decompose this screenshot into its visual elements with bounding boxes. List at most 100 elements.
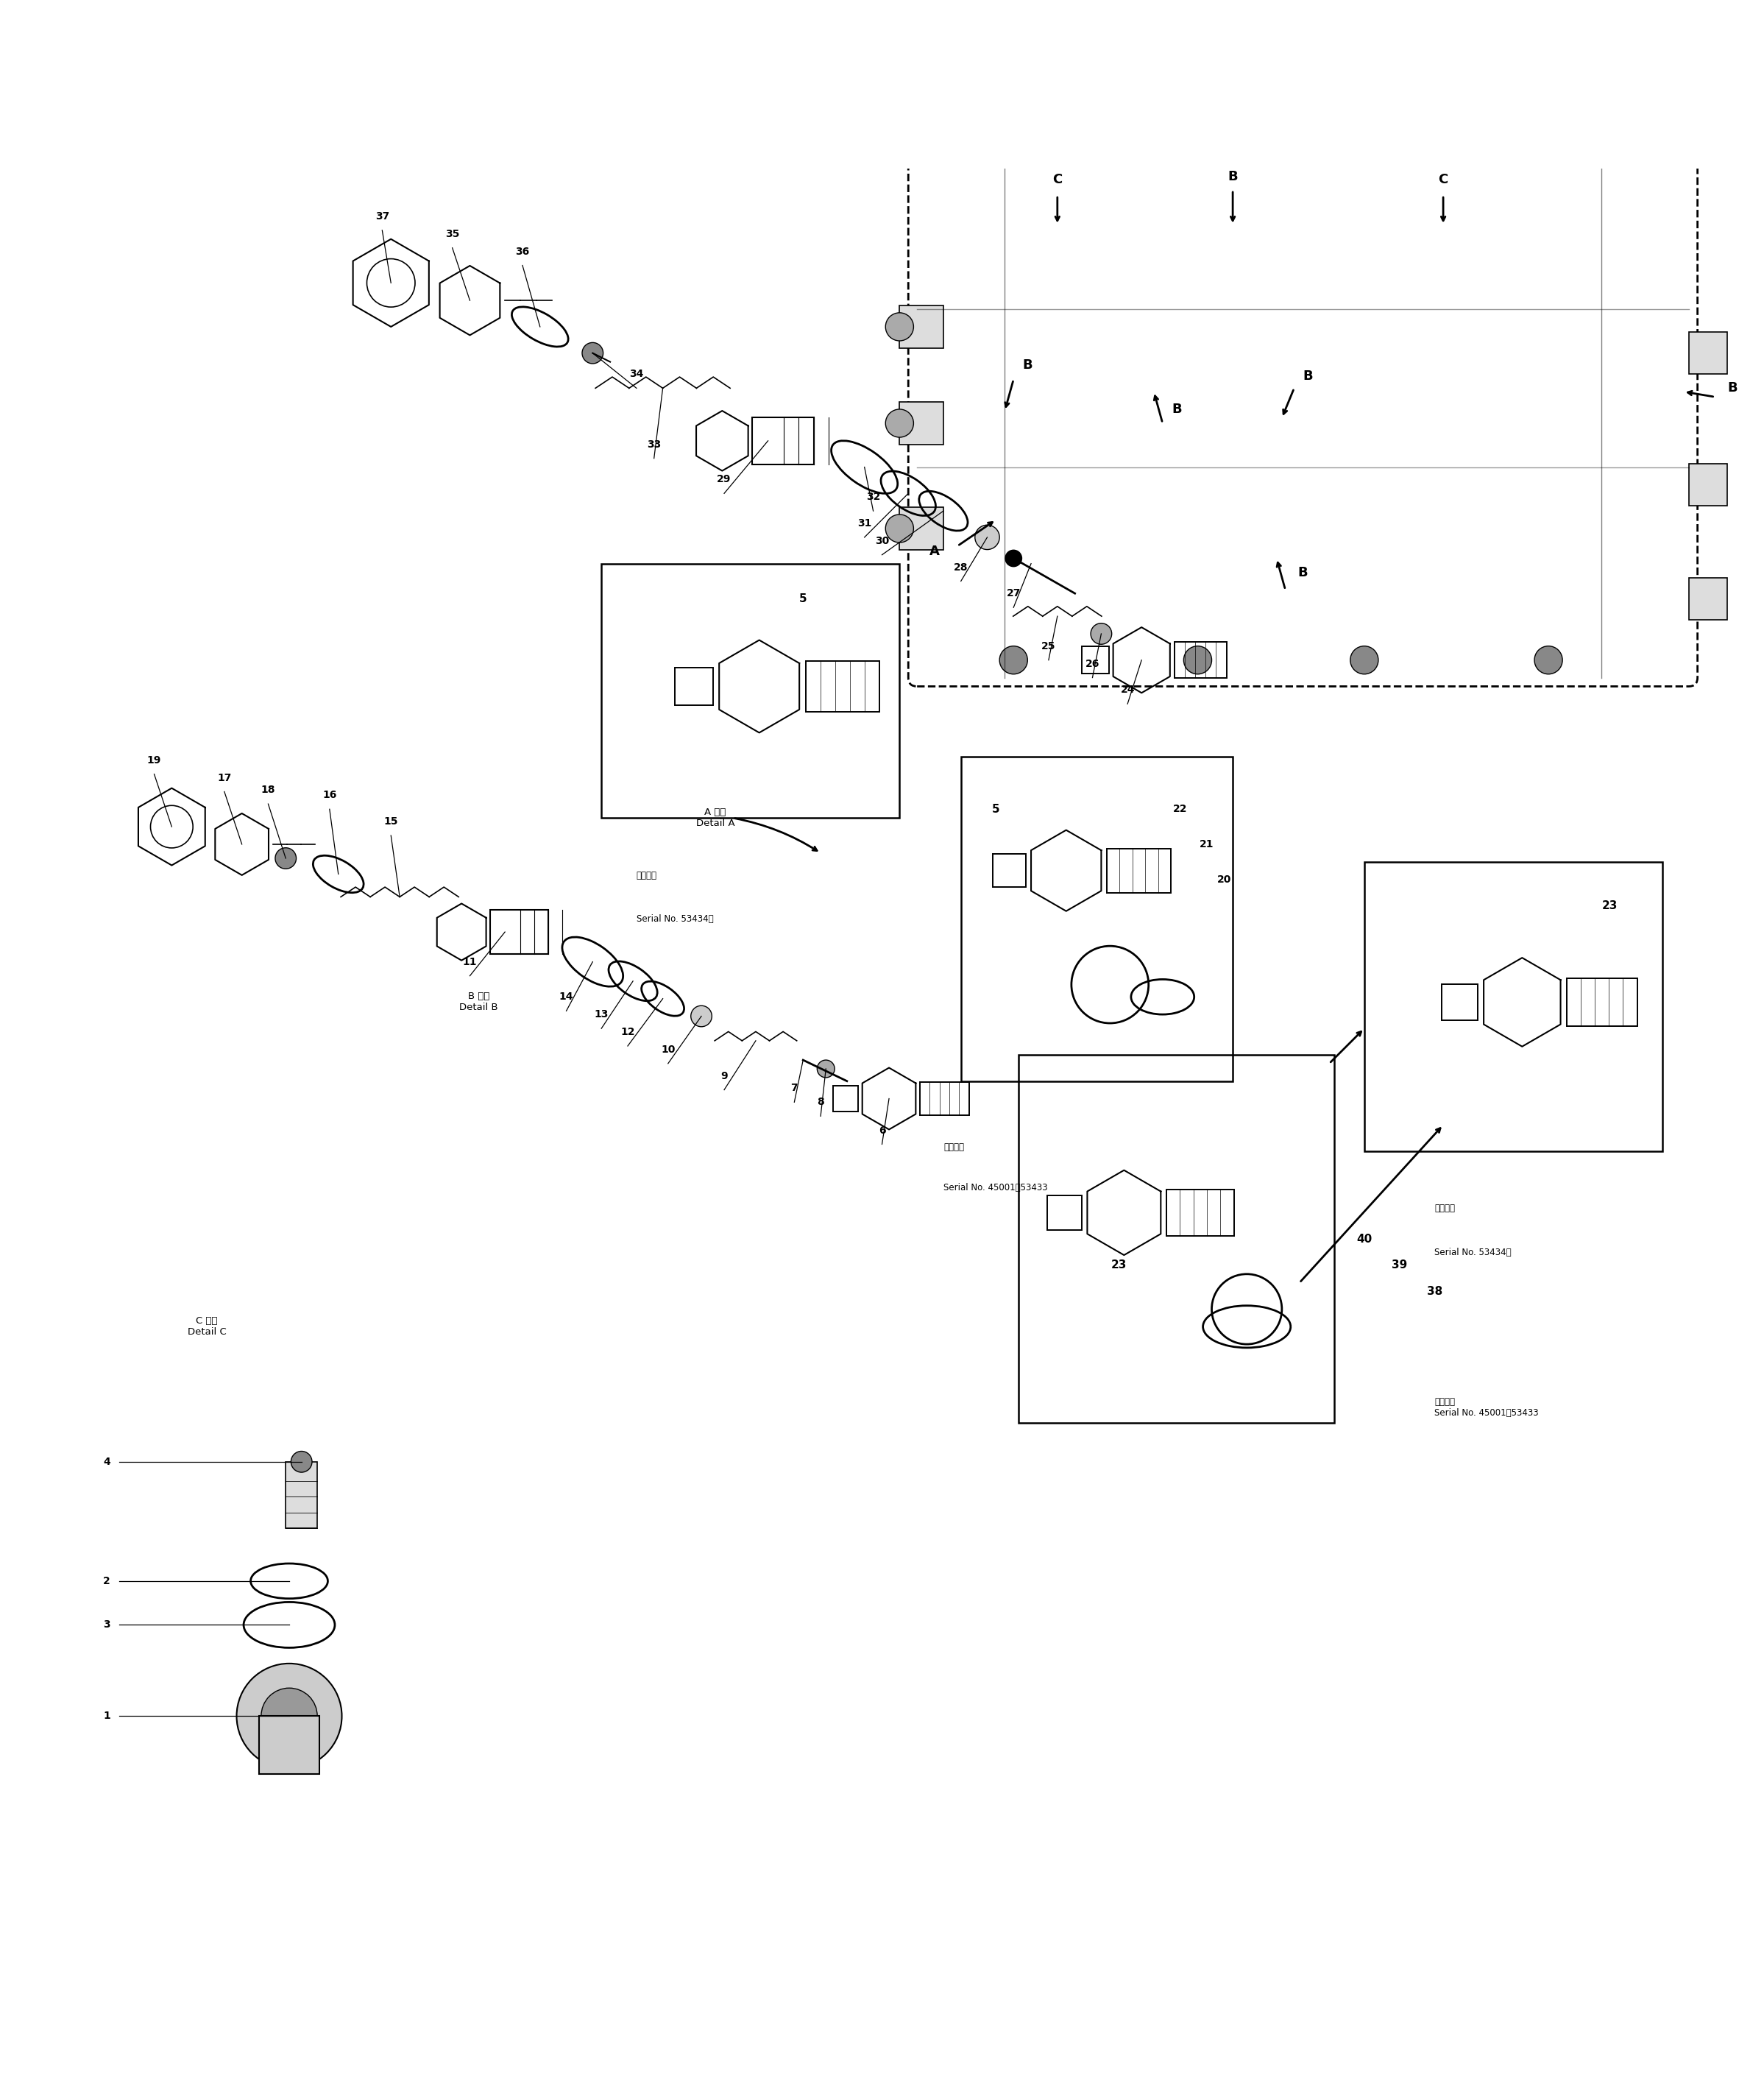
Text: 8: 8 [817,1096,824,1107]
Text: 16: 16 [323,791,337,801]
Text: 7: 7 [790,1084,797,1094]
Bar [1441,983,1478,1021]
Text: 31: 31 [857,519,871,529]
Text: 6: 6 [878,1125,886,1136]
Bar [1688,333,1727,374]
Circle shape [691,1006,713,1027]
Text: 27: 27 [1007,588,1021,598]
Text: 19: 19 [146,755,161,766]
Bar [833,1086,857,1111]
Text: 36: 36 [515,247,529,257]
Text: B: B [1298,565,1307,579]
Circle shape [886,312,914,341]
Bar [900,305,944,347]
Text: 33: 33 [647,439,662,450]
Text: 12: 12 [621,1027,635,1038]
Circle shape [1184,646,1212,674]
Text: Serial No. 45001～53433: Serial No. 45001～53433 [944,1182,1048,1192]
Text: 適用号機: 適用号機 [944,1142,963,1153]
Text: 37: 37 [376,211,390,222]
Text: 1: 1 [102,1711,111,1722]
Text: B: B [1727,381,1738,395]
Text: 11: 11 [462,956,476,967]
Text: 2: 2 [102,1575,111,1586]
Circle shape [291,1452,312,1473]
Bar [1177,107,1219,151]
Text: B: B [1171,402,1182,416]
Text: 9: 9 [721,1071,729,1082]
Bar [259,1715,319,1774]
Text: 23: 23 [1602,900,1618,912]
Text: 適用号機: 適用号機 [637,870,656,881]
Circle shape [261,1688,318,1745]
Text: A: A [930,544,940,559]
Bar [900,402,944,444]
Text: C: C [1438,174,1448,186]
Bar [286,1462,318,1529]
Text: C 詳細
Detail C: C 詳細 Detail C [187,1316,226,1337]
Bar [676,667,713,705]
Text: B: B [1023,358,1032,372]
Bar [1566,977,1637,1027]
Text: 5: 5 [991,803,1000,814]
Bar [751,418,813,464]
Bar [1081,646,1110,674]
Text: 17: 17 [217,772,231,782]
Bar [1166,1190,1235,1236]
Bar [1106,849,1171,893]
Bar [602,563,900,818]
Text: 3: 3 [104,1619,111,1630]
Text: 適用号機: 適用号機 [1434,1203,1455,1213]
Bar [961,757,1233,1082]
Text: A 詳細
Detail A: A 詳細 Detail A [697,808,736,828]
Text: 30: 30 [875,536,889,546]
Text: 35: 35 [445,228,459,238]
Text: 20: 20 [1217,874,1231,885]
Text: C: C [1053,174,1062,186]
Text: 28: 28 [954,563,968,573]
Text: Serial No. 53434～: Serial No. 53434～ [1434,1247,1512,1257]
Circle shape [1000,646,1028,674]
Bar [1020,1054,1335,1423]
Text: 14: 14 [559,992,573,1002]
Bar [1364,862,1662,1151]
Text: 38: 38 [1427,1287,1443,1297]
Text: 22: 22 [1173,803,1187,814]
Text: Serial No. 53434～: Serial No. 53434～ [637,914,713,925]
Bar [806,661,878,711]
Text: 34: 34 [630,368,644,379]
Text: 24: 24 [1120,684,1134,695]
Text: 4: 4 [102,1456,111,1466]
Bar [900,508,944,550]
Circle shape [275,847,296,868]
Text: 25: 25 [1041,640,1057,651]
Text: 適用号機
Serial No. 45001～53433: 適用号機 Serial No. 45001～53433 [1434,1397,1538,1418]
Circle shape [1005,550,1023,567]
Circle shape [1090,623,1111,644]
Circle shape [582,343,603,364]
Circle shape [1535,646,1563,674]
Text: 5: 5 [799,594,806,605]
Bar [490,910,549,954]
Circle shape [1349,646,1378,674]
Bar [993,854,1025,887]
Text: 23: 23 [1111,1259,1127,1270]
Circle shape [236,1663,342,1768]
Bar [1046,1195,1081,1230]
Text: 29: 29 [716,475,732,485]
Text: B: B [1304,370,1312,383]
Text: 15: 15 [385,816,399,826]
Text: 13: 13 [594,1008,609,1019]
Bar [1175,642,1226,678]
Text: 10: 10 [662,1044,676,1054]
Circle shape [886,515,914,542]
Bar [1688,464,1727,506]
Circle shape [817,1061,834,1077]
Bar [1688,577,1727,619]
Text: 18: 18 [261,784,275,795]
Text: 32: 32 [866,492,880,502]
Bar [919,1082,968,1115]
Bar [1291,107,1334,151]
Text: 40: 40 [1357,1234,1372,1245]
Text: B 詳細
Detail B: B 詳細 Detail B [459,992,497,1013]
